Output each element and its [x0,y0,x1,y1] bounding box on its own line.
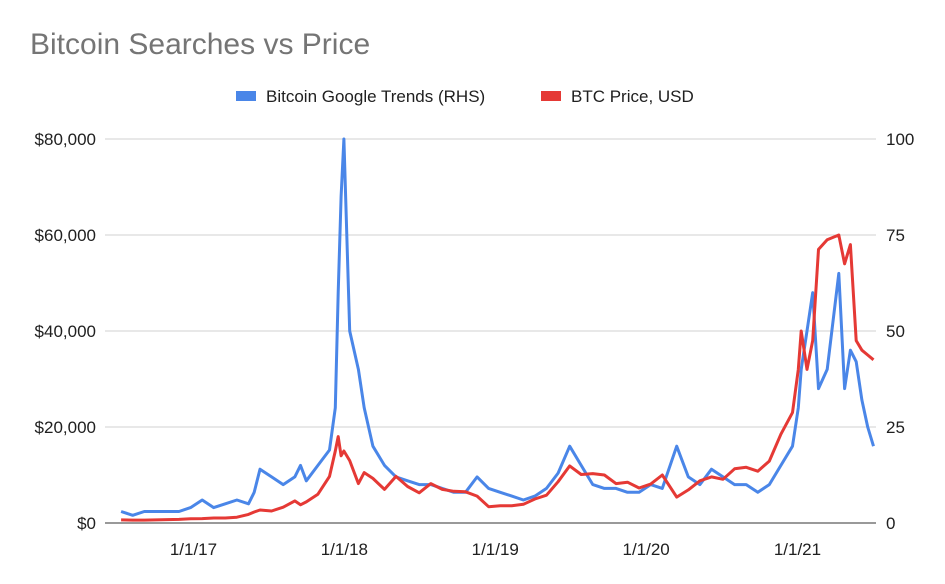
x-axis: 1/1/17 1/1/18 1/1/19 1/1/20 1/1/21 [170,540,821,559]
x-tick: 1/1/21 [774,540,821,559]
y-right-tick: 50 [886,322,905,341]
y-left-tick: $60,000 [35,226,96,245]
legend-label-trends: Bitcoin Google Trends (RHS) [266,87,485,106]
series-line-google-trends [120,137,875,517]
y-axis-left: $0 $20,000 $40,000 $60,000 $80,000 [35,130,96,533]
y-right-tick: 0 [886,514,895,533]
y-left-tick: $40,000 [35,322,96,341]
chart-title: Bitcoin Searches vs Price [30,28,371,61]
y-left-tick: $20,000 [35,418,96,437]
y-right-tick: 75 [886,226,905,245]
y-axis-right: 0 25 50 75 100 [886,130,914,533]
x-tick: 1/1/19 [472,540,519,559]
y-left-tick: $0 [77,514,96,533]
x-tick: 1/1/17 [170,540,217,559]
legend-label-price: BTC Price, USD [571,87,694,106]
series-line-btc-price [121,233,875,522]
legend-swatch-trends [236,91,256,101]
y-left-tick: $80,000 [35,130,96,149]
y-right-tick: 100 [886,130,914,149]
x-tick: 1/1/18 [321,540,368,559]
legend-swatch-price [541,91,561,101]
y-right-tick: 25 [886,418,905,437]
legend: Bitcoin Google Trends (RHS) BTC Price, U… [236,87,694,106]
gridlines [105,138,876,428]
x-tick: 1/1/20 [623,540,670,559]
